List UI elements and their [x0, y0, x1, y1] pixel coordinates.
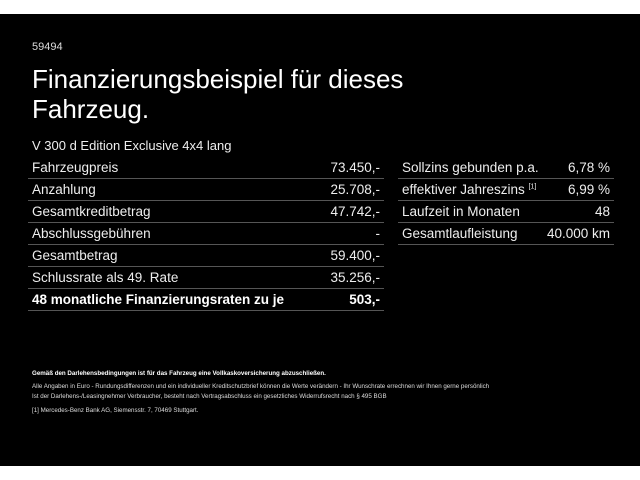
row-label-text: effektiver Jahreszins [402, 182, 525, 197]
row-value: 6,78 % [542, 157, 614, 179]
financing-table: Fahrzeugpreis 73.450,- Anzahlung 25.708,- Ge… [28, 157, 384, 311]
row-label-text: Sollzins gebunden p.a. [402, 160, 539, 175]
row-value: 59.400,- [319, 244, 384, 267]
legal-notes: Gemäß den Darlehensbedingungen ist für d… [32, 369, 622, 416]
row-label: Gesamtkreditbetrag [28, 200, 320, 223]
row-label-text: 48 monatliche Finanzierungsraten zu je [32, 292, 285, 307]
terms-table: Sollzins gebunden p.a. 6,78 % effektiver J… [398, 157, 614, 245]
table-row: Fahrzeugpreis 73.450,- [28, 157, 384, 179]
row-value: 48 [542, 200, 614, 223]
row-label-text: Anzahlung [32, 182, 96, 197]
footnote-ref: [1] [528, 183, 537, 191]
row-value: 503,- [319, 288, 384, 311]
table-row: Sollzins gebunden p.a. 6,78 % [398, 157, 614, 179]
footnote: [1] Mercedes-Benz Bank AG, Siemensstr. 7… [32, 407, 199, 414]
row-label-text: Gesamtkreditbetrag [32, 204, 151, 219]
table-row: Abschlussgebühren - [28, 222, 384, 245]
row-value: 35.256,- [319, 266, 384, 289]
table-row: Gesamtkreditbetrag 47.742,- [28, 200, 384, 223]
row-label: Fahrzeugpreis [28, 157, 320, 179]
page-title: Finanzierungsbeispiel für dieses Fahrzeu… [32, 64, 404, 124]
table-row: Anzahlung 25.708,- [28, 178, 384, 201]
row-label-text: Abschlussgebühren [32, 226, 151, 241]
table-row: Schlussrate als 49. Rate 35.256,- [28, 266, 384, 289]
row-value: 6,99 % [542, 178, 614, 201]
table-row: Gesamtbetrag 59.400,- [28, 244, 384, 267]
row-value: 25.708,- [319, 178, 384, 201]
row-label: Gesamtlaufleistung [398, 222, 543, 245]
table-row: Laufzeit in Monaten 48 [398, 200, 614, 223]
disclaimer-line: Ist der Darlehens-/Leasingnehmer Verbrau… [32, 393, 387, 400]
row-label-text: Schlussrate als 49. Rate [32, 270, 179, 285]
row-value: - [319, 222, 384, 245]
row-label: effektiver Jahreszins [1] [398, 178, 543, 201]
row-label: Laufzeit in Monaten [398, 200, 543, 223]
row-label-text: Laufzeit in Monaten [402, 204, 520, 219]
disclaimer-line: Alle Angaben in Euro - Rundungsdifferenz… [32, 383, 490, 390]
financing-panel: 59494 Finanzierungsbeispiel für dieses F… [0, 14, 640, 466]
row-value: 47.742,- [319, 200, 384, 223]
row-label-text: Gesamtlaufleistung [402, 226, 518, 241]
insurance-note: Gemäß den Darlehensbedingungen ist für d… [32, 370, 326, 377]
model-name: V 300 d Edition Exclusive 4x4 lang [32, 138, 232, 153]
table-row: Gesamtlaufleistung 40.000 km [398, 222, 614, 245]
offer-code: 59494 [32, 41, 63, 53]
row-label: 48 monatliche Finanzierungsraten zu je [28, 288, 320, 311]
row-label: Sollzins gebunden p.a. [398, 157, 543, 179]
row-label-text: Fahrzeugpreis [32, 160, 119, 175]
row-label-text: Gesamtbetrag [32, 248, 118, 263]
row-label: Abschlussgebühren [28, 222, 320, 245]
row-value: 40.000 km [542, 222, 614, 245]
row-label: Gesamtbetrag [28, 244, 320, 267]
row-label: Anzahlung [28, 178, 320, 201]
row-value: 73.450,- [319, 157, 384, 179]
table-row: 48 monatliche Finanzierungsraten zu je 50… [28, 288, 384, 311]
table-row: effektiver Jahreszins [1] 6,99 % [398, 178, 614, 201]
row-label: Schlussrate als 49. Rate [28, 266, 320, 289]
